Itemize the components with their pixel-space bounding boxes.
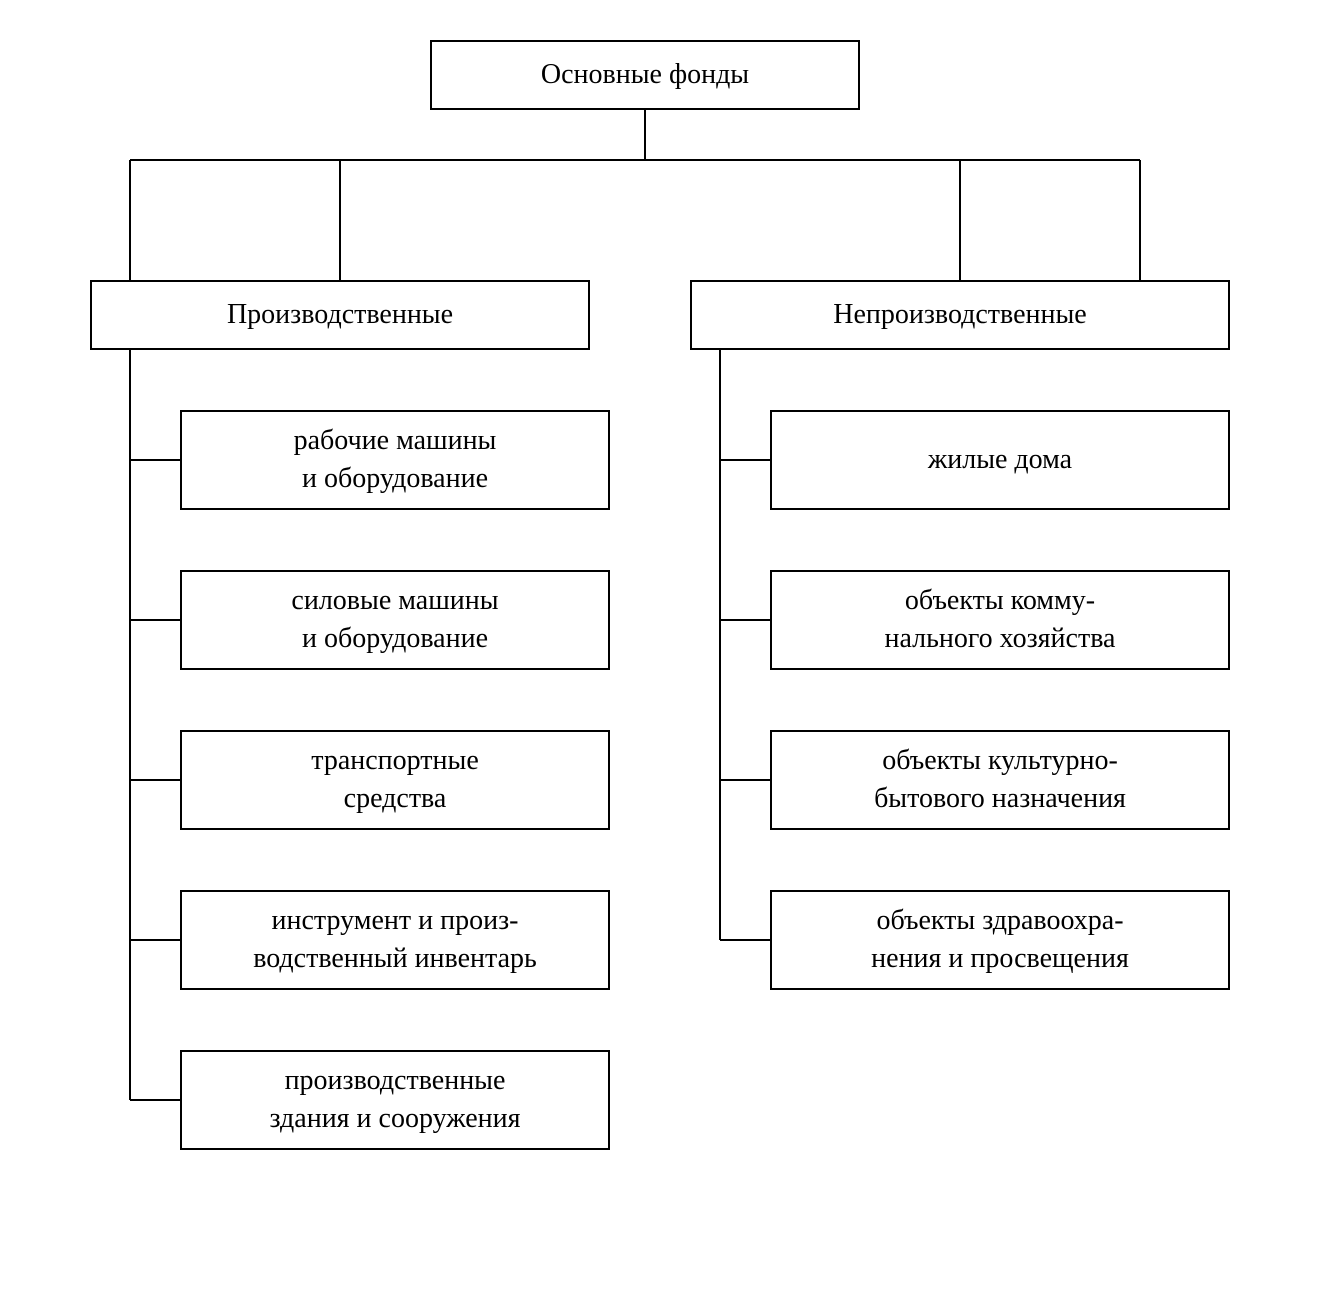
node-p5: производственные здания и сооружения (180, 1050, 610, 1150)
node-p3: транспортные средства (180, 730, 610, 830)
node-label: инструмент и произ- водственный инвентар… (253, 902, 537, 978)
node-label: производственные здания и сооружения (269, 1062, 520, 1138)
node-label: объекты культурно- бытового назначения (874, 742, 1126, 818)
node-nonprod: Непроизводственные (690, 280, 1230, 350)
node-p2: силовые машины и оборудование (180, 570, 610, 670)
node-label: Производственные (227, 296, 453, 334)
node-n3: объекты культурно- бытового назначения (770, 730, 1230, 830)
node-label: жилые дома (928, 441, 1072, 479)
node-root: Основные фонды (430, 40, 860, 110)
node-p4: инструмент и произ- водственный инвентар… (180, 890, 610, 990)
node-label: транспортные средства (311, 742, 479, 818)
node-label: объекты здравоохра- нения и просвещения (871, 902, 1129, 978)
node-prod: Производственные (90, 280, 590, 350)
node-n1: жилые дома (770, 410, 1230, 510)
node-label: рабочие машины и оборудование (294, 422, 497, 498)
node-n2: объекты комму- нального хозяйства (770, 570, 1230, 670)
diagram-canvas: Основные фонды Производственные Непроизвод… (0, 0, 1330, 1301)
node-label: Непроизводственные (833, 296, 1087, 334)
node-n4: объекты здравоохра- нения и просвещения (770, 890, 1230, 990)
node-label: силовые машины и оборудование (291, 582, 498, 658)
node-label: Основные фонды (541, 56, 749, 94)
node-p1: рабочие машины и оборудование (180, 410, 610, 510)
node-label: объекты комму- нального хозяйства (885, 582, 1116, 658)
